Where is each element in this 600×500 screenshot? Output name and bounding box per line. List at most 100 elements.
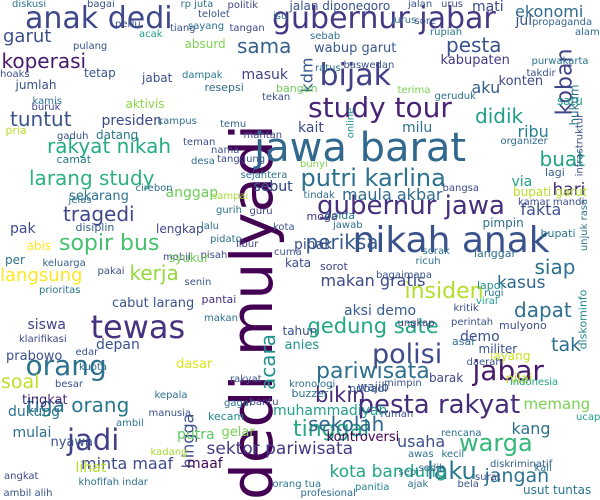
word-mimpin: mimpin xyxy=(384,378,422,389)
word-buruk: buruk xyxy=(31,102,61,113)
word-gubernur-jawa: gubernur jawa xyxy=(317,191,505,221)
word-bupati: bupati xyxy=(540,226,576,240)
word-bupati-garut: bupati garut xyxy=(513,185,588,199)
word-tetap: tetap xyxy=(84,66,116,80)
word-rupiah: rupiah xyxy=(430,27,463,38)
word-pesta-rakyat: pesta rakyat xyxy=(357,390,521,420)
word-profesional: profesional xyxy=(300,488,356,499)
word-syukur: syukur xyxy=(169,251,210,265)
word-depan: depan xyxy=(96,337,140,353)
word-edar: edar xyxy=(75,347,99,358)
word-telolet: telolet xyxy=(198,9,230,20)
word-siswa: siswa xyxy=(27,317,67,333)
word-langgar: langgar xyxy=(474,246,516,260)
word-sampai: sampai xyxy=(212,191,249,202)
word-sejahtera: sejahtera xyxy=(240,170,288,181)
word-purwakarta: purwakarta xyxy=(531,56,589,67)
word-buzzer: buzzer xyxy=(291,386,329,400)
word-putri-karlina: putri karlina xyxy=(300,164,446,192)
word-rugi: rugi xyxy=(484,288,504,299)
word-nama: nama xyxy=(211,145,240,156)
word-rakyat: rakyat xyxy=(230,374,262,385)
word-makan: makan xyxy=(204,313,238,324)
word-moga: moga xyxy=(306,209,338,223)
word-satu: satu xyxy=(557,94,583,108)
word-bangsa: bangsa xyxy=(442,183,480,194)
word-kritik: kritik xyxy=(453,303,479,314)
word-dukung: dukung xyxy=(8,404,61,420)
word-rencana: rencana xyxy=(441,428,482,439)
word-aktivis: aktivis xyxy=(125,97,165,111)
word-gagal: gagal xyxy=(224,398,252,409)
word-kontroversi: kontroversi xyxy=(326,429,400,445)
word-bantu: bantu xyxy=(249,397,279,408)
word-pak: pak xyxy=(10,221,36,237)
word-abis: abis xyxy=(26,239,52,253)
word-layang: layang xyxy=(490,349,531,363)
word-diskominfo: diskominfo xyxy=(576,289,590,349)
word-jawa-barat: jawa barat xyxy=(254,125,467,171)
word-tingkat: tingkat xyxy=(22,392,68,408)
word-kepala: kepala xyxy=(154,390,188,401)
word-awas: awas xyxy=(408,449,434,460)
word-muhammadiyah: muhammadiyah xyxy=(273,403,388,419)
word-sedih: sedih xyxy=(418,463,446,474)
word-gubernur-jabar: gubernur jabar xyxy=(272,1,496,36)
word-kronologi: kronologi xyxy=(289,379,336,390)
word-acak: acak xyxy=(139,29,163,40)
word-koperasi: koperasi xyxy=(1,49,87,73)
word-pihak: pihak xyxy=(294,237,333,253)
word-diskriminatif: diskriminatif xyxy=(490,459,553,470)
word-alam: alam xyxy=(575,27,600,38)
word-orang-tua: orang tua xyxy=(272,479,322,490)
word-aksi-demo: aksi demo xyxy=(344,303,417,319)
word-hoaks: hoaks xyxy=(0,69,30,80)
word-tahun: tahun xyxy=(282,324,318,338)
word-ambil-alih: ambil alih xyxy=(3,488,53,499)
word-sorak: sorak xyxy=(422,246,450,257)
word-guru: guru xyxy=(249,206,273,217)
word-jurus: jurus xyxy=(391,15,417,26)
word-panitia: panitia xyxy=(355,482,390,493)
word-bela: bela xyxy=(457,479,479,490)
word-jabar: jabar xyxy=(472,354,544,387)
word-kasus: kasus xyxy=(497,272,546,293)
word-libur: libur xyxy=(236,239,259,250)
word-sore: sore xyxy=(414,16,436,27)
word-nilai: nilai xyxy=(505,371,533,387)
word-cirebon: cirebon xyxy=(135,183,173,194)
word-wabup-garut: wabup garut xyxy=(314,40,397,56)
word-sepi: sepi xyxy=(398,467,420,478)
word-kali: kali xyxy=(534,463,552,474)
word-kampus: kampus xyxy=(157,116,197,127)
word-jabat: jabat xyxy=(142,71,173,85)
word-polda: polda xyxy=(324,208,356,222)
word-garut: garut xyxy=(3,26,52,47)
word-kata: kata xyxy=(285,256,312,270)
word-warga: warga xyxy=(459,429,533,457)
word-sopir-bus: sopir bus xyxy=(59,231,160,256)
word-pribadi: pribadi xyxy=(349,381,388,395)
word-rakyat-nikah: rakyat nikah xyxy=(47,134,172,158)
word-manusia: manusia xyxy=(148,408,192,419)
word-rp-juta: rp juta xyxy=(180,0,214,10)
word-jalan: jalan xyxy=(408,0,433,10)
word-senin: senin xyxy=(184,277,212,288)
word-pariwisata: pariwisata xyxy=(316,359,430,384)
word-orang: orang xyxy=(25,349,107,382)
word-barak: barak xyxy=(429,371,464,385)
word-presiden: presiden xyxy=(101,113,163,129)
word-usaha: usaha xyxy=(397,432,446,451)
word-nyawa: nyawa xyxy=(50,434,94,450)
word-tindak: tindak xyxy=(303,190,335,201)
word-anggap: anggap xyxy=(165,185,219,201)
word-online: online xyxy=(344,107,356,139)
word-kamis: kamis xyxy=(32,96,62,107)
word-kamar-mandi: kamar mandi xyxy=(518,197,585,208)
word-kerja: kerja xyxy=(129,261,179,285)
word-dampak: dampak xyxy=(182,70,223,81)
word-kecam: kecam xyxy=(208,409,245,423)
word-pidato: pidato xyxy=(210,234,242,245)
word-asal: asal xyxy=(452,334,475,348)
word-tewas: tewas xyxy=(90,308,186,346)
